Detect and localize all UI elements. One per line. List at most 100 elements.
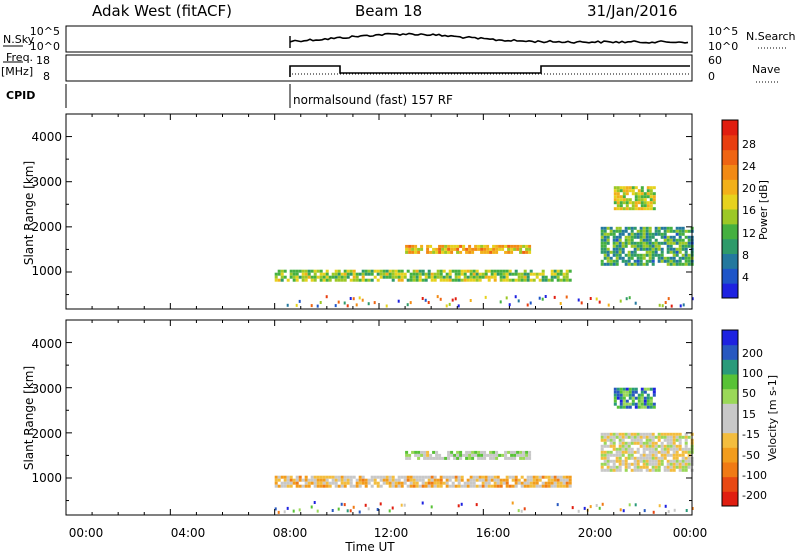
heatmap-speckle bbox=[298, 299, 301, 303]
heatmap-speckle bbox=[664, 504, 667, 508]
heatmap-cell bbox=[672, 444, 676, 448]
heatmap-cell bbox=[408, 247, 412, 251]
heatmap-cell bbox=[621, 247, 625, 251]
heatmap-cell bbox=[681, 435, 685, 439]
heatmap-cell bbox=[379, 484, 383, 488]
heatmap-cell bbox=[430, 272, 434, 276]
heatmap-cell bbox=[666, 459, 670, 463]
heatmap-cell bbox=[463, 484, 467, 488]
heatmap-speckle bbox=[484, 295, 487, 299]
heatmap-cell bbox=[556, 475, 560, 479]
heatmap-cell bbox=[615, 468, 619, 472]
heatmap-cell bbox=[522, 244, 526, 248]
heatmap-cell bbox=[631, 399, 635, 403]
heatmap-cell bbox=[654, 247, 658, 251]
heatmap-cell bbox=[502, 275, 506, 279]
heatmap-cell bbox=[556, 481, 560, 485]
heatmap-cell bbox=[624, 468, 628, 472]
heatmap-cell bbox=[400, 278, 404, 282]
heatmap-cell bbox=[400, 484, 404, 488]
heatmap-cell bbox=[606, 465, 610, 469]
heatmap-cell bbox=[660, 232, 664, 236]
heatmap-cell bbox=[675, 229, 679, 233]
heatmap-cell bbox=[355, 484, 359, 488]
heatmap-cell bbox=[523, 478, 527, 482]
heatmap-cell bbox=[681, 256, 685, 260]
heatmap-speckle bbox=[451, 298, 454, 302]
heatmap-cell bbox=[630, 253, 634, 257]
heatmap-cell bbox=[630, 438, 634, 442]
heatmap-cell bbox=[624, 226, 628, 230]
heatmap-speckle bbox=[685, 509, 688, 512]
heatmap-cell bbox=[331, 275, 335, 279]
heatmap-speckle bbox=[343, 503, 346, 507]
heatmap-cell bbox=[403, 481, 407, 485]
heatmap-cell bbox=[280, 475, 284, 479]
heatmap-cell bbox=[618, 447, 622, 451]
freq-strip-frame bbox=[65, 54, 693, 82]
heatmap-cell bbox=[600, 235, 604, 239]
heatmap-cell bbox=[559, 481, 563, 485]
colorbar-swatch bbox=[722, 418, 738, 434]
heatmap-cell bbox=[618, 244, 622, 248]
heatmap-cell bbox=[622, 390, 626, 394]
heatmap-cell bbox=[628, 390, 632, 394]
velocity-ytick-label-1000: 1000 bbox=[31, 471, 62, 485]
heatmap-cell bbox=[454, 475, 458, 479]
heatmap-cell bbox=[651, 256, 655, 260]
heatmap-cell bbox=[648, 229, 652, 233]
heatmap-cell bbox=[457, 475, 461, 479]
heatmap-speckle bbox=[319, 301, 322, 304]
heatmap-cell bbox=[450, 450, 454, 454]
heatmap-cell bbox=[457, 278, 461, 282]
heatmap-cell bbox=[612, 244, 616, 248]
heatmap-cell bbox=[274, 275, 278, 279]
heatmap-cell bbox=[447, 453, 451, 457]
heatmap-cell bbox=[528, 456, 532, 460]
heatmap-cell bbox=[565, 278, 569, 282]
heatmap-cell bbox=[550, 278, 554, 282]
heatmap-cell bbox=[603, 235, 607, 239]
heatmap-cell bbox=[349, 481, 353, 485]
heatmap-cell bbox=[657, 444, 661, 448]
power-heatmap-cells bbox=[274, 186, 694, 308]
nave-label: Nave bbox=[752, 63, 780, 76]
heatmap-cell bbox=[439, 478, 443, 482]
heatmap-cell bbox=[414, 250, 418, 254]
title-date: 31/Jan/2016 bbox=[587, 2, 678, 20]
heatmap-cell bbox=[613, 192, 617, 196]
heatmap-cell bbox=[465, 456, 469, 460]
heatmap-cell bbox=[639, 241, 643, 245]
heatmap-cell bbox=[471, 453, 475, 457]
heatmap-cell bbox=[625, 387, 629, 391]
heatmap-speckle bbox=[667, 510, 670, 514]
heatmap-cell bbox=[417, 450, 421, 454]
freq-unit-label: [MHz] bbox=[1, 65, 33, 78]
heatmap-cell bbox=[633, 262, 637, 266]
heatmap-speckle bbox=[421, 501, 424, 505]
heatmap-cell bbox=[439, 484, 443, 488]
heatmap-cell bbox=[612, 444, 616, 448]
heatmap-cell bbox=[616, 207, 620, 211]
heatmap-cell bbox=[606, 262, 610, 266]
heatmap-cell bbox=[624, 441, 628, 445]
heatmap-cell bbox=[463, 272, 467, 276]
heatmap-speckle bbox=[634, 301, 637, 305]
heatmap-cell bbox=[639, 232, 643, 236]
heatmap-cell bbox=[628, 393, 632, 397]
heatmap-cell bbox=[643, 198, 647, 202]
heatmap-cell bbox=[487, 278, 491, 282]
heatmap-cell bbox=[565, 481, 569, 485]
heatmap-cell bbox=[672, 229, 676, 233]
heatmap-cell bbox=[672, 468, 676, 472]
heatmap-cell bbox=[514, 269, 518, 273]
heatmap-cell bbox=[435, 450, 439, 454]
heatmap-cell bbox=[441, 244, 445, 248]
heatmap-cell bbox=[286, 484, 290, 488]
heatmap-cell bbox=[657, 253, 661, 257]
heatmap-cell bbox=[286, 475, 290, 479]
heatmap-cell bbox=[286, 278, 290, 282]
heatmap-cell bbox=[454, 269, 458, 273]
heatmap-cell bbox=[469, 475, 473, 479]
